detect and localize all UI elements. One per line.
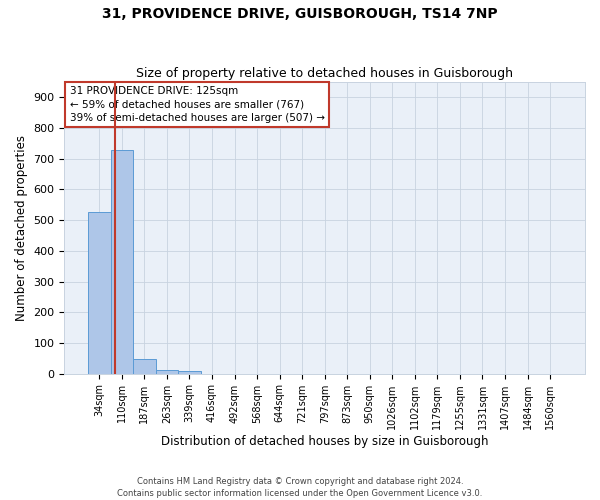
Text: 31, PROVIDENCE DRIVE, GUISBOROUGH, TS14 7NP: 31, PROVIDENCE DRIVE, GUISBOROUGH, TS14 … [102, 8, 498, 22]
Bar [178, 371, 201, 374]
Text: Contains HM Land Registry data © Crown copyright and database right 2024.
Contai: Contains HM Land Registry data © Crown c… [118, 476, 482, 498]
Y-axis label: Number of detached properties: Number of detached properties [15, 135, 28, 321]
Text: 31 PROVIDENCE DRIVE: 125sqm
← 59% of detached houses are smaller (767)
39% of se: 31 PROVIDENCE DRIVE: 125sqm ← 59% of det… [70, 86, 325, 123]
Bar [133, 360, 155, 374]
Bar [110, 150, 133, 374]
Bar [88, 212, 110, 374]
Bar [155, 370, 178, 374]
Title: Size of property relative to detached houses in Guisborough: Size of property relative to detached ho… [136, 66, 513, 80]
X-axis label: Distribution of detached houses by size in Guisborough: Distribution of detached houses by size … [161, 434, 488, 448]
